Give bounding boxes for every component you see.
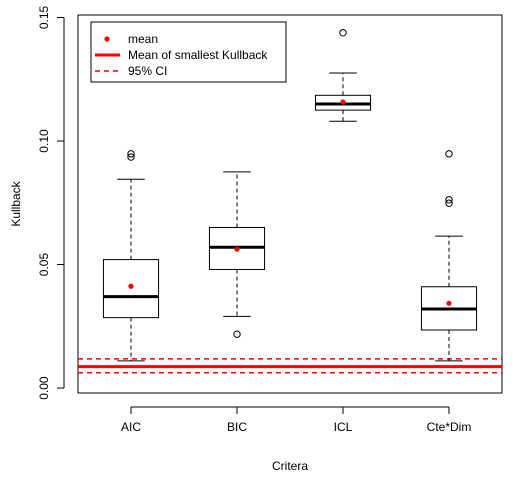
reference-lines bbox=[78, 358, 502, 374]
legend-box bbox=[90, 21, 287, 83]
box-bic bbox=[208, 171, 266, 338]
box-icl bbox=[314, 29, 372, 122]
box-aic bbox=[102, 150, 160, 362]
legend-label-ci: 95% CI bbox=[128, 64, 167, 78]
outlier-point bbox=[445, 199, 453, 207]
x-tick-label: ICL bbox=[334, 420, 353, 434]
outlier-point bbox=[233, 330, 241, 338]
outlier-point bbox=[127, 153, 135, 161]
mean-point bbox=[234, 246, 240, 252]
legend-label-smallest-kullback: Mean of smallest Kullback bbox=[128, 48, 268, 62]
x-axis: AIC BIC ICL Cte*Dim bbox=[121, 406, 472, 434]
y-tick-label: 0.00 bbox=[37, 376, 51, 400]
x-tick-label: Cte*Dim bbox=[427, 420, 472, 434]
y-tick-label: 0.15 bbox=[37, 5, 51, 29]
y-tick-label: 0.05 bbox=[37, 253, 51, 277]
y-axis: 0.00 0.05 0.10 0.15 bbox=[37, 5, 65, 400]
outlier-point bbox=[127, 150, 135, 158]
outlier-point bbox=[445, 150, 453, 158]
legend: mean Mean of smallest Kullback 95% CI bbox=[90, 21, 287, 83]
box-cte-dim bbox=[420, 150, 478, 362]
y-axis-title: Kullback bbox=[9, 180, 23, 226]
legend-mean-marker bbox=[104, 36, 110, 42]
y-tick-label: 0.10 bbox=[37, 129, 51, 153]
plot-frame bbox=[77, 14, 503, 394]
boxes bbox=[102, 29, 478, 362]
legend-label-mean: mean bbox=[128, 32, 158, 46]
mean-point bbox=[340, 99, 346, 105]
mean-point bbox=[128, 283, 134, 289]
x-tick-label: AIC bbox=[121, 420, 141, 434]
mean-point bbox=[446, 300, 452, 306]
x-axis-title: Critera bbox=[272, 459, 308, 473]
outlier-point bbox=[339, 29, 347, 37]
x-tick-label: BIC bbox=[227, 420, 247, 434]
outlier-point bbox=[445, 196, 453, 204]
